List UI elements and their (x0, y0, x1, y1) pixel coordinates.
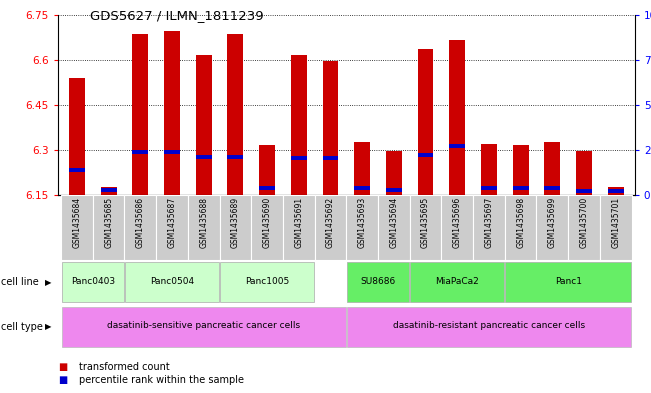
Text: SU8686: SU8686 (361, 277, 396, 286)
Text: GSM1435694: GSM1435694 (389, 196, 398, 248)
Text: Panc1: Panc1 (555, 277, 582, 286)
Bar (164, 31, 180, 195)
Bar (322, 156, 339, 160)
Bar (259, 186, 275, 190)
Bar (283, 195, 314, 260)
Bar (69, 168, 85, 172)
Bar (347, 307, 631, 347)
Text: GSM1435684: GSM1435684 (72, 196, 81, 248)
Bar (132, 150, 148, 154)
Bar (449, 40, 465, 195)
Bar (481, 144, 497, 195)
Text: dasatinib-sensitive pancreatic cancer cells: dasatinib-sensitive pancreatic cancer ce… (107, 321, 300, 331)
Text: GSM1435697: GSM1435697 (484, 196, 493, 248)
Bar (378, 195, 409, 260)
Bar (608, 189, 624, 193)
Bar (220, 263, 314, 302)
Text: GSM1435701: GSM1435701 (611, 196, 620, 248)
Bar (481, 186, 497, 190)
Text: GSM1435696: GSM1435696 (452, 196, 462, 248)
Bar (196, 55, 212, 195)
Text: dasatinib-resistant pancreatic cancer cells: dasatinib-resistant pancreatic cancer ce… (393, 321, 585, 331)
Text: ■: ■ (58, 362, 67, 372)
Bar (608, 187, 624, 195)
Text: GSM1435691: GSM1435691 (294, 196, 303, 248)
Bar (568, 195, 600, 260)
Bar (410, 263, 504, 302)
Bar (354, 186, 370, 190)
Bar (418, 153, 434, 157)
Text: GSM1435688: GSM1435688 (199, 196, 208, 248)
Bar (164, 150, 180, 154)
Text: GSM1435695: GSM1435695 (421, 196, 430, 248)
Bar (188, 195, 219, 260)
Bar (93, 195, 124, 260)
Bar (227, 35, 243, 195)
Bar (62, 263, 124, 302)
Bar (101, 187, 117, 195)
Bar (418, 50, 434, 195)
Bar (347, 263, 409, 302)
Bar (441, 195, 473, 260)
Text: GSM1435689: GSM1435689 (231, 196, 240, 248)
Text: ■: ■ (58, 375, 67, 385)
Text: percentile rank within the sample: percentile rank within the sample (79, 375, 243, 385)
Bar (513, 145, 529, 195)
Text: Panc0504: Panc0504 (150, 277, 194, 286)
Bar (101, 187, 117, 191)
Bar (291, 156, 307, 160)
Bar (505, 195, 536, 260)
Text: GSM1435692: GSM1435692 (326, 196, 335, 248)
Bar (322, 61, 339, 195)
Text: ▶: ▶ (45, 278, 51, 287)
Text: GSM1435685: GSM1435685 (104, 196, 113, 248)
Text: ▶: ▶ (45, 322, 51, 331)
Bar (62, 307, 346, 347)
Text: GSM1435699: GSM1435699 (548, 196, 557, 248)
Text: Panc1005: Panc1005 (245, 277, 289, 286)
Bar (219, 195, 251, 260)
Bar (505, 263, 631, 302)
Text: GDS5627 / ILMN_1811239: GDS5627 / ILMN_1811239 (90, 9, 264, 22)
Bar (125, 263, 219, 302)
Bar (69, 78, 85, 195)
Bar (346, 195, 378, 260)
Text: MiaPaCa2: MiaPaCa2 (436, 277, 479, 286)
Bar (259, 145, 275, 195)
Bar (600, 195, 631, 260)
Bar (544, 142, 561, 195)
Bar (132, 35, 148, 195)
Text: GSM1435687: GSM1435687 (167, 196, 176, 248)
Bar (156, 195, 188, 260)
Bar (449, 144, 465, 148)
Bar (124, 195, 156, 260)
Bar (536, 195, 568, 260)
Bar (291, 55, 307, 195)
Text: GSM1435700: GSM1435700 (579, 196, 589, 248)
Bar (473, 195, 505, 260)
Bar (61, 195, 93, 260)
Bar (386, 187, 402, 191)
Text: cell line: cell line (1, 277, 38, 287)
Bar (251, 195, 283, 260)
Text: GSM1435698: GSM1435698 (516, 196, 525, 248)
Bar (227, 155, 243, 159)
Bar (354, 142, 370, 195)
Text: cell type: cell type (1, 322, 42, 332)
Text: GSM1435693: GSM1435693 (357, 196, 367, 248)
Text: GSM1435686: GSM1435686 (136, 196, 145, 248)
Bar (314, 195, 346, 260)
Bar (513, 186, 529, 190)
Bar (544, 186, 561, 190)
Text: GSM1435690: GSM1435690 (262, 196, 271, 248)
Bar (386, 151, 402, 195)
Text: transformed count: transformed count (79, 362, 169, 372)
Bar (409, 195, 441, 260)
Bar (576, 151, 592, 195)
Bar (576, 189, 592, 193)
Text: Panc0403: Panc0403 (71, 277, 115, 286)
Bar (196, 155, 212, 159)
